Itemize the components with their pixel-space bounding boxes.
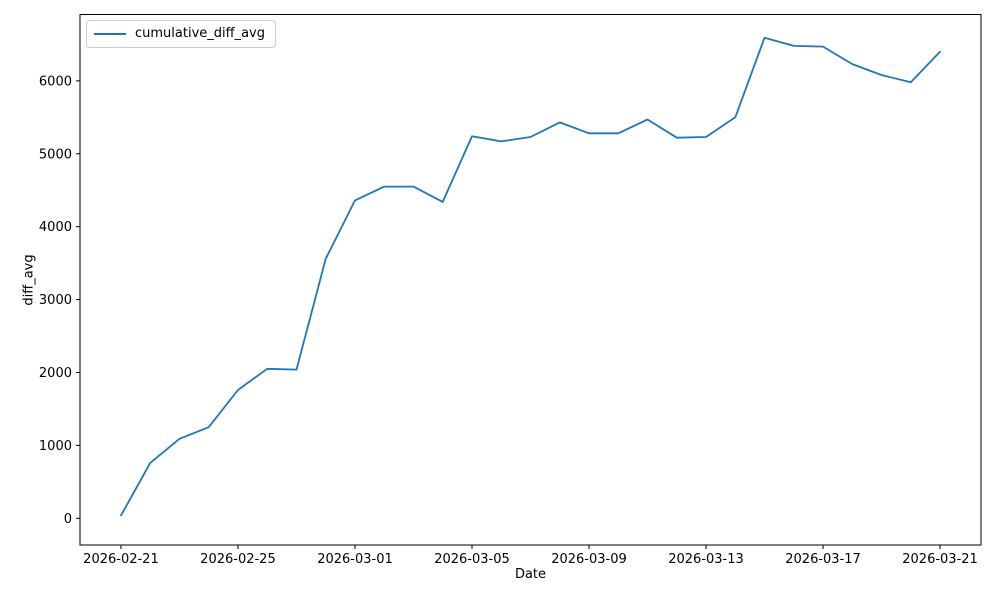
x-tick-label: 2026-03-17 bbox=[785, 552, 861, 567]
y-tick-label: 0 bbox=[64, 512, 72, 527]
y-axis-label: diff_avg bbox=[21, 254, 37, 306]
x-tick-label: 2026-03-09 bbox=[551, 552, 627, 567]
y-tick-label: 2000 bbox=[39, 366, 72, 381]
x-axis-label: Date bbox=[514, 567, 547, 582]
y-tick-label: 3000 bbox=[39, 293, 72, 308]
series-line-cumulative_diff_avg bbox=[120, 36, 941, 517]
x-tick-label: 2026-03-05 bbox=[434, 552, 510, 567]
x-tick-label: 2026-03-13 bbox=[668, 552, 744, 567]
y-tick-label: 5000 bbox=[39, 147, 72, 162]
x-tick-label: 2026-03-01 bbox=[317, 552, 393, 567]
y-tick-label: 1000 bbox=[39, 439, 72, 454]
y-tick-label: 6000 bbox=[39, 74, 72, 89]
legend-line-sample bbox=[94, 33, 126, 35]
legend: cumulative_diff_avg bbox=[86, 20, 276, 48]
x-tick-label: 2026-02-21 bbox=[83, 552, 159, 567]
x-tick-label: 2026-03-21 bbox=[902, 552, 978, 567]
plot-border bbox=[79, 14, 982, 546]
x-tick-label: 2026-02-25 bbox=[200, 552, 276, 567]
y-tick-label: 4000 bbox=[39, 220, 72, 235]
legend-label: cumulative_diff_avg bbox=[135, 26, 265, 41]
